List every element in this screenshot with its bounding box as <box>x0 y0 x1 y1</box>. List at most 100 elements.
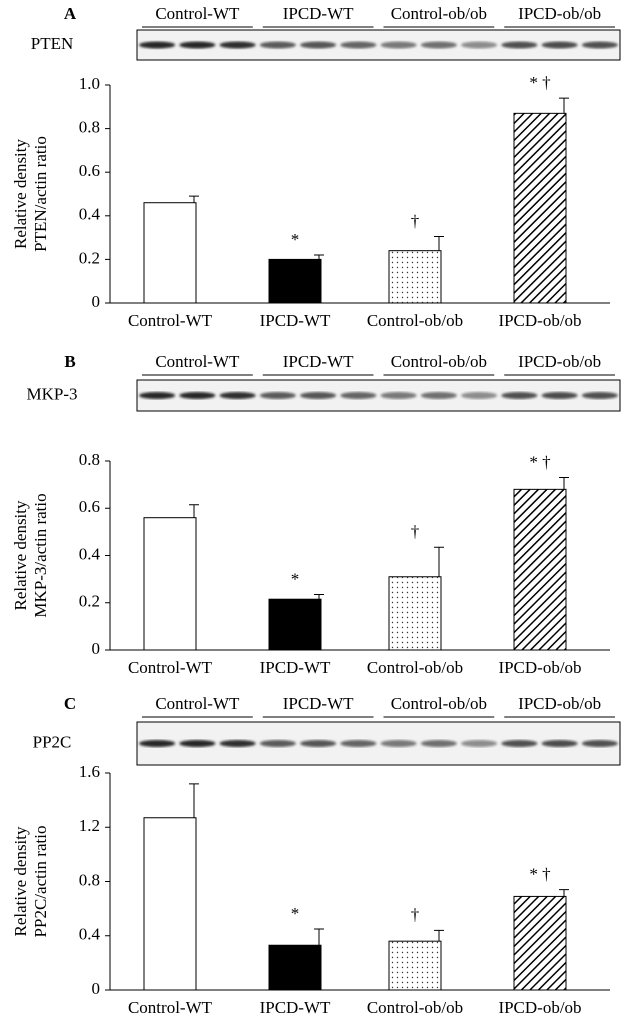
blot-band <box>139 740 176 747</box>
y-tick-label: 0 <box>92 979 101 998</box>
x-tick-label: Control-ob/ob <box>367 658 463 677</box>
blot-band <box>219 41 256 49</box>
blot-group-label: Control-ob/ob <box>391 4 487 23</box>
blot-band <box>179 740 216 747</box>
y-tick-label: 0.8 <box>79 450 100 469</box>
bar <box>268 598 322 651</box>
blot-band <box>179 392 216 399</box>
blot-band <box>541 392 578 399</box>
x-tick-label: Control-ob/ob <box>367 311 463 330</box>
significance-mark: * † <box>529 452 550 471</box>
blot-group-label: IPCD-WT <box>283 694 354 713</box>
blot-band <box>461 392 498 399</box>
blot-band <box>501 740 538 747</box>
blot-band <box>340 41 377 49</box>
blot-band <box>581 740 618 747</box>
blot-label: PTEN <box>31 34 74 53</box>
blot <box>136 29 621 61</box>
bar <box>513 488 567 651</box>
y-axis-label: Relative density <box>11 500 30 611</box>
blot-band <box>259 41 296 49</box>
y-tick-label: 1.6 <box>79 762 100 781</box>
x-tick-label: IPCD-WT <box>260 311 331 330</box>
blot-band <box>461 740 498 747</box>
blot-band <box>380 392 417 399</box>
bar <box>388 940 442 991</box>
blot-band <box>501 41 538 49</box>
significance-mark: * <box>291 569 300 588</box>
blot-band <box>340 740 377 747</box>
blot-band <box>300 740 337 747</box>
bar <box>268 944 322 991</box>
blot-label: MKP-3 <box>26 384 77 403</box>
bar <box>513 895 567 991</box>
blot-band <box>501 392 538 399</box>
y-tick-label: 1.2 <box>79 816 100 835</box>
error-bar <box>434 546 444 577</box>
x-tick-label: IPCD-ob/ob <box>498 311 581 330</box>
blot-band <box>259 740 296 747</box>
blot-group-label: IPCD-ob/ob <box>518 694 601 713</box>
y-axis-label: PP2C/actin ratio <box>31 826 50 938</box>
y-tick-label: 1.0 <box>79 74 100 93</box>
blot-band <box>179 41 216 49</box>
significance-mark: † <box>411 522 420 541</box>
x-tick-label: Control-ob/ob <box>367 998 463 1017</box>
bar <box>143 817 197 991</box>
significance-mark: † <box>411 905 420 924</box>
bar <box>388 250 442 304</box>
blot-band <box>581 392 618 399</box>
x-tick-label: Control-WT <box>128 311 213 330</box>
bar <box>143 517 197 651</box>
significance-mark: * <box>291 230 300 249</box>
x-tick-label: Control-WT <box>128 998 213 1017</box>
significance-mark: * <box>291 904 300 923</box>
y-tick-label: 0 <box>92 639 101 658</box>
blot-band <box>219 392 256 399</box>
blot-band <box>380 41 417 49</box>
blot-group-label: Control-WT <box>155 694 240 713</box>
blot-group-label: IPCD-WT <box>283 352 354 371</box>
error-bar <box>559 477 569 490</box>
blot-group-label: IPCD-ob/ob <box>518 4 601 23</box>
bar <box>268 258 322 304</box>
blot-group-label: IPCD-ob/ob <box>518 352 601 371</box>
error-bar <box>314 254 324 260</box>
blot-band <box>420 740 457 747</box>
panel-label: A <box>64 4 77 23</box>
blot-band <box>461 41 498 49</box>
error-bar <box>434 236 444 251</box>
y-tick-label: 0.6 <box>79 497 100 516</box>
blot-band <box>581 41 618 49</box>
blot-band <box>380 740 417 747</box>
error-bar <box>559 889 569 897</box>
y-axis-label: Relative density <box>11 826 30 937</box>
x-tick-label: IPCD-ob/ob <box>498 658 581 677</box>
blot-band <box>259 392 296 399</box>
x-tick-label: IPCD-WT <box>260 658 331 677</box>
blot-band <box>139 41 176 49</box>
y-axis-label: MKP-3/actin ratio <box>31 493 50 617</box>
y-tick-label: 0.6 <box>79 161 100 180</box>
blot-band <box>300 41 337 49</box>
blot <box>136 721 621 766</box>
y-tick-label: 0.2 <box>79 248 100 267</box>
significance-mark: * † <box>529 73 550 92</box>
y-tick-label: 0.4 <box>79 925 101 944</box>
panel-label: B <box>64 352 75 371</box>
blot-group-label: IPCD-WT <box>283 4 354 23</box>
blot-band <box>541 740 578 747</box>
y-axis-label: Relative density <box>11 139 30 250</box>
x-tick-label: IPCD-WT <box>260 998 331 1017</box>
y-tick-label: 0 <box>92 292 101 311</box>
blot-group-label: Control-WT <box>155 352 240 371</box>
error-bar <box>189 783 199 818</box>
error-bar <box>189 195 199 203</box>
blot-band <box>541 41 578 49</box>
panel-label: C <box>64 694 76 713</box>
y-tick-label: 0.8 <box>79 870 100 889</box>
blot-band <box>420 41 457 49</box>
blot-group-label: Control-ob/ob <box>391 694 487 713</box>
blot-group-label: Control-WT <box>155 4 240 23</box>
blot-band <box>420 392 457 399</box>
